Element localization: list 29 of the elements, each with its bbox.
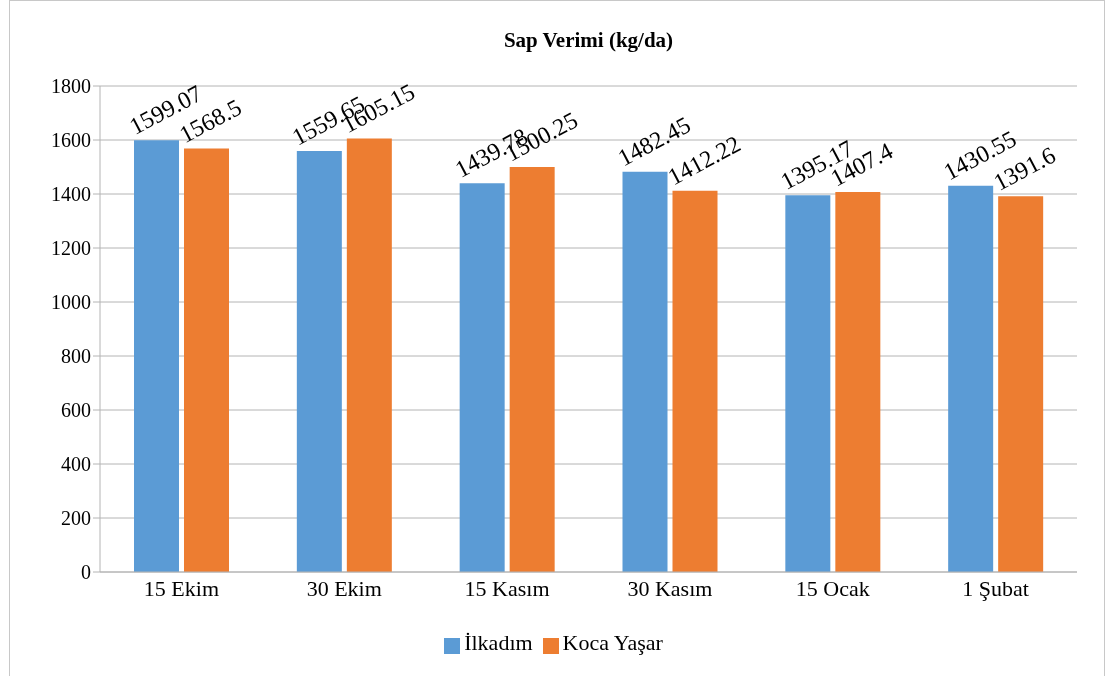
- bar: [184, 148, 229, 572]
- bar: [998, 196, 1044, 572]
- bar: [785, 195, 831, 572]
- y-tick-label: 800: [61, 345, 91, 368]
- y-tick-label: 1600: [51, 129, 91, 152]
- y-tick-label: 1400: [51, 183, 91, 206]
- bar: [622, 171, 668, 572]
- legend-label: Koca Yaşar: [562, 630, 663, 655]
- y-tick-label: 1800: [51, 75, 91, 98]
- bar: [835, 192, 881, 572]
- x-tick-label: 15 Ocak: [795, 575, 870, 601]
- legend-label: İlkadım: [464, 630, 533, 655]
- x-tick-label: 30 Ekim: [306, 575, 382, 601]
- y-tick-label: 1200: [51, 237, 91, 260]
- bar: [672, 190, 718, 572]
- x-tick-label: 30 Kasım: [627, 575, 713, 601]
- bar: [134, 140, 179, 572]
- y-tick-label: 200: [61, 507, 91, 530]
- y-tick-label: 400: [61, 453, 91, 476]
- chart-title: Sap Verimi (kg/da): [502, 28, 675, 53]
- y-tick-label: 1000: [51, 291, 91, 314]
- x-tick-label: 1 Şubat: [962, 575, 1029, 601]
- bar: [948, 185, 994, 572]
- bar: [459, 183, 505, 572]
- x-tick-label: 15 Kasım: [464, 575, 550, 601]
- bar: [296, 150, 342, 572]
- x-tick-label: 15 Ekim: [143, 575, 219, 601]
- y-tick-label: 600: [61, 399, 91, 422]
- y-tick-label: 0: [81, 561, 91, 584]
